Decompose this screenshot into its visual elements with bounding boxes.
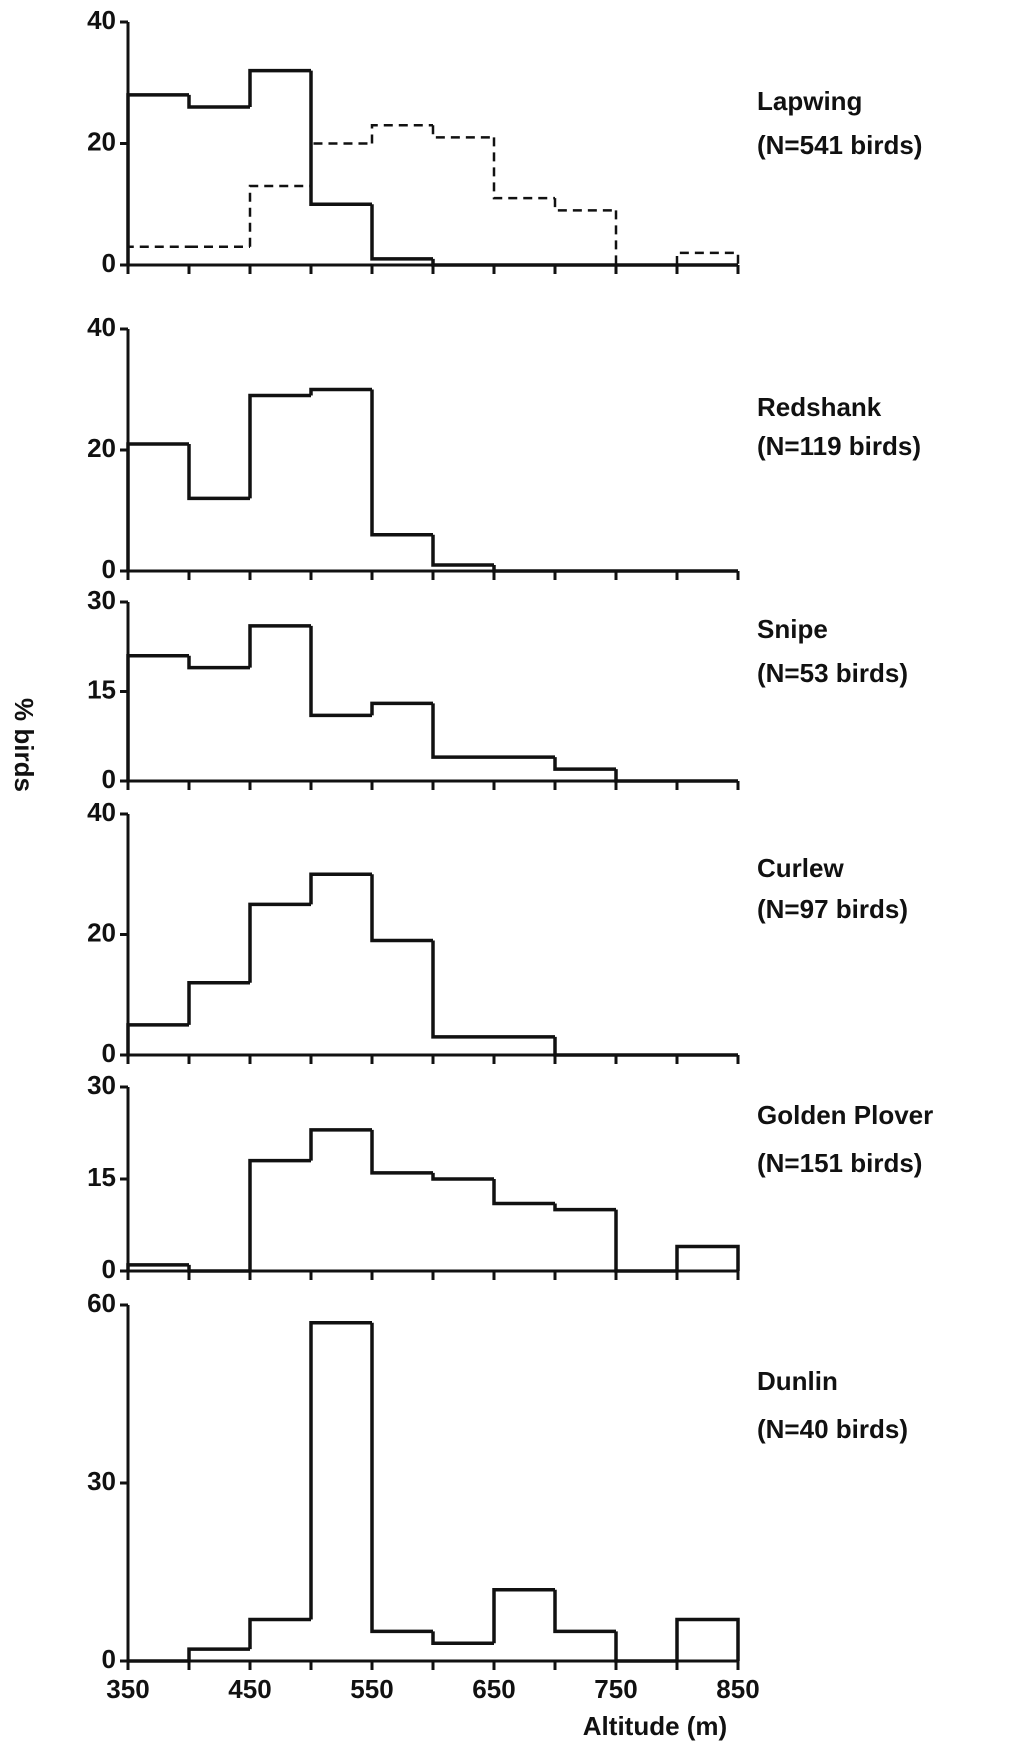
- histogram-step: [187, 443, 250, 501]
- histogram-step: [370, 389, 433, 537]
- histogram-step: [431, 258, 494, 267]
- histogram-step: [431, 703, 494, 759]
- panel-title: Lapwing: [757, 86, 862, 116]
- histogram-step: [553, 1203, 616, 1212]
- histogram-step: [370, 1129, 433, 1175]
- histogram-step: [492, 1179, 555, 1206]
- x-tick-label: 750: [594, 1674, 637, 1704]
- histogram-step: [309, 1128, 372, 1161]
- histogram-step: [431, 940, 494, 1039]
- histogram-step: [675, 1244, 740, 1271]
- histogram-step: [309, 142, 372, 187]
- histogram-step: [126, 1023, 189, 1055]
- panel-title: Snipe: [757, 614, 828, 644]
- y-tick-label: 0: [102, 1038, 116, 1068]
- histogram-step: [431, 1172, 494, 1181]
- histogram-step: [309, 625, 372, 718]
- y-tick-label: 30: [87, 585, 116, 615]
- histogram-step: [492, 137, 555, 200]
- y-tick-label: 0: [102, 764, 116, 794]
- y-tick-label: 15: [87, 674, 116, 704]
- histogram-step: [614, 1631, 677, 1663]
- histogram-step: [248, 68, 311, 108]
- histogram-step: [187, 1264, 250, 1273]
- histogram-step: [187, 94, 250, 109]
- x-tick-label: 350: [106, 1674, 149, 1704]
- histogram-step: [309, 70, 372, 206]
- histogram-step: [553, 1589, 616, 1634]
- histogram-step: [248, 1158, 311, 1271]
- histogram-step: [370, 701, 433, 716]
- x-tick-label: 450: [228, 1674, 271, 1704]
- panel-subtitle: (N=541 birds): [757, 130, 922, 160]
- panel-subtitle: (N=119 birds): [757, 431, 921, 461]
- histogram-step: [309, 387, 372, 396]
- histogram-step: [187, 655, 250, 670]
- histogram-step: [553, 1036, 616, 1057]
- panel-subtitle: (N=40 birds): [757, 1414, 908, 1444]
- histogram-step: [248, 624, 311, 668]
- y-tick-label: 0: [102, 1644, 116, 1674]
- histogram-step: [187, 1647, 250, 1661]
- y-tick-label: 0: [102, 554, 116, 584]
- histogram-step: [614, 1209, 677, 1273]
- y-tick-label: 40: [87, 5, 116, 35]
- histogram-step: [614, 210, 677, 267]
- histogram-step: [431, 125, 494, 139]
- histogram-step: [187, 980, 250, 1025]
- histogram-step: [492, 564, 555, 573]
- panel-title: Golden Plover: [757, 1100, 933, 1130]
- x-tick-label: 850: [716, 1674, 759, 1704]
- y-tick-label: 0: [102, 1254, 116, 1284]
- histogram-step: [248, 902, 311, 983]
- panel-title: Dunlin: [757, 1366, 838, 1396]
- histogram-step: [309, 872, 372, 905]
- y-tick-label: 20: [87, 917, 116, 947]
- x-tick-label: 650: [472, 1674, 515, 1704]
- histogram-step: [675, 1617, 740, 1661]
- y-tick-label: 30: [87, 1466, 116, 1496]
- histogram-step: [614, 769, 677, 783]
- y-tick-label: 20: [87, 433, 116, 463]
- panel-subtitle: (N=53 birds): [757, 658, 908, 688]
- histogram-step: [370, 204, 433, 261]
- panel-title: Redshank: [757, 392, 882, 422]
- histogram-step: [431, 1631, 494, 1645]
- histogram-step: [126, 93, 189, 265]
- x-axis-label: Altitude (m): [583, 1711, 727, 1741]
- histogram-step: [553, 757, 616, 771]
- histogram-step: [248, 393, 311, 499]
- y-axis-label: % birds: [9, 698, 39, 792]
- y-tick-label: 0: [102, 248, 116, 278]
- histogram-step: [492, 1588, 555, 1644]
- histogram-step: [553, 198, 616, 212]
- histogram-step: [126, 1263, 189, 1271]
- histogram-step: [675, 251, 740, 265]
- histogram-step: [126, 653, 189, 781]
- y-tick-label: 60: [87, 1288, 116, 1318]
- histogram-step: [370, 1322, 433, 1634]
- y-tick-label: 20: [87, 126, 116, 156]
- panel-title: Curlew: [757, 853, 844, 883]
- y-tick-label: 15: [87, 1162, 116, 1192]
- panel-subtitle: (N=97 birds): [757, 894, 908, 924]
- x-tick-label: 550: [350, 1674, 393, 1704]
- y-tick-label: 40: [87, 312, 116, 342]
- histogram-step: [248, 1617, 311, 1650]
- histogram-step: [309, 1321, 372, 1620]
- histogram-step: [126, 245, 189, 265]
- histogram-step: [431, 534, 494, 567]
- y-tick-label: 40: [87, 797, 116, 827]
- panel-subtitle: (N=151 birds): [757, 1148, 922, 1178]
- y-tick-label: 30: [87, 1070, 116, 1100]
- histogram-step: [370, 124, 433, 144]
- histogram-step: [126, 442, 189, 571]
- histogram-step: [248, 184, 311, 247]
- histogram-step: [370, 874, 433, 943]
